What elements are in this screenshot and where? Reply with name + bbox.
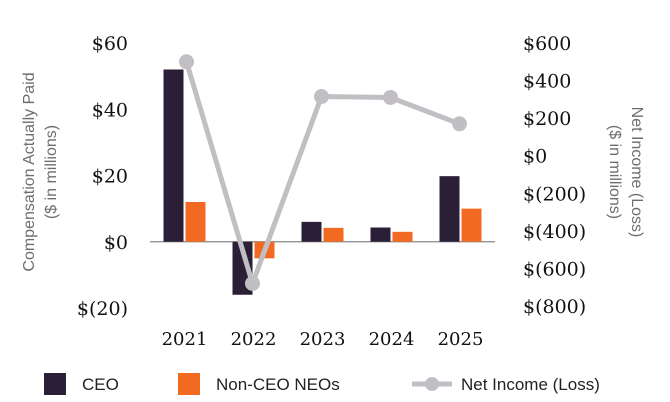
legend-label-non-ceo-neos: Non-CEO NEOs: [216, 375, 340, 394]
left-tick-label: $60: [92, 33, 128, 55]
legend-swatch-ceo: [44, 373, 66, 395]
legend-label-net-income: Net Income (Loss): [461, 375, 600, 394]
net-income-point: [245, 275, 260, 291]
right-tick-label: $(800): [523, 296, 586, 318]
bar-ceo: [163, 69, 184, 242]
legend-marker-net-income: [425, 377, 439, 391]
bar-non-ceo-neos: [461, 208, 482, 242]
legend-swatch-non-ceo-neos: [178, 373, 200, 395]
left-axis-title-line2: ($ in millions): [43, 125, 60, 219]
left-tick-label: $0: [104, 232, 128, 254]
x-axis-tick-labels: 2021 2022 2023 2024 2025: [162, 329, 484, 350]
left-tick-label: $20: [92, 166, 128, 188]
bar-non-ceo-neos: [323, 227, 344, 242]
net-income-line: [179, 54, 467, 291]
right-tick-label: $(200): [523, 183, 586, 205]
right-tick-label: $(600): [523, 258, 586, 280]
bar-non-ceo-neos: [185, 202, 206, 242]
bar-ceo: [301, 221, 322, 242]
left-tick-label: $(20): [77, 298, 128, 320]
left-axis-title-line1: Compensation Actually Paid: [21, 72, 38, 271]
right-tick-label: $(400): [523, 221, 586, 243]
bar-ceo: [439, 176, 460, 242]
right-tick-label: $600: [523, 33, 571, 55]
right-axis-title-line2: ($ in millions): [606, 125, 623, 219]
net-income-point: [314, 89, 329, 105]
legend: CEO Non-CEO NEOs Net Income (Loss): [44, 373, 600, 395]
x-tick-label: 2023: [300, 329, 346, 350]
x-tick-label: 2021: [162, 329, 208, 350]
right-axis-title-line1: Net Income (Loss): [628, 107, 645, 238]
net-income-point: [452, 116, 467, 132]
x-tick-label: 2025: [438, 329, 484, 350]
left-tick-label: $40: [92, 99, 128, 121]
x-tick-label: 2022: [231, 329, 277, 350]
legend-label-ceo: CEO: [82, 375, 119, 394]
net-income-point: [383, 89, 398, 105]
right-tick-label: $0: [523, 146, 547, 168]
net-income-point: [179, 54, 194, 70]
bar-non-ceo-neos: [392, 231, 413, 242]
right-axis-tick-labels: $600 $400 $200 $0 $(200) $(400) $(600) $(800): [523, 33, 586, 318]
bar-ceo: [370, 227, 391, 242]
left-axis-tick-labels: $60 $40 $20 $0 $(20): [77, 33, 128, 320]
right-tick-label: $400: [523, 71, 571, 93]
x-tick-label: 2024: [369, 329, 415, 350]
right-tick-label: $200: [523, 108, 571, 130]
